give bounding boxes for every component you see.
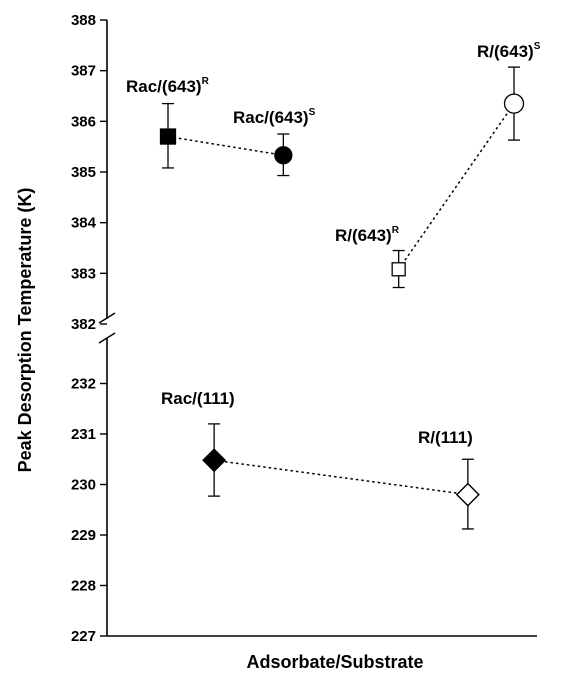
point-label-r-643s: R/(643)S: [477, 41, 541, 61]
marker-diamond: [202, 448, 227, 473]
marker-square: [159, 128, 177, 145]
point-label-r-111: R/(111): [418, 428, 473, 447]
data-point-r-643s: [503, 66, 525, 141]
data-point-r-111: [455, 458, 480, 530]
y-tick-label: 230: [71, 477, 96, 494]
point-label-rac-643r: Rac/(643)R: [126, 76, 210, 96]
connector-line: [214, 459, 468, 496]
y-tick-label: 228: [71, 578, 96, 595]
marker-circle: [274, 146, 293, 165]
y-axis-title: Peak Desorption Temperature (K): [15, 188, 35, 473]
axes: 382 383 384 385 386 387 388 227 228 229 230 231 232: [71, 12, 537, 645]
y-tick-label: 388: [71, 12, 96, 29]
point-label-rac-643s: Rac/(643)S: [233, 107, 316, 127]
marker-diamond: [455, 482, 480, 507]
x-axis-title: Adsorbate/Substrate: [246, 652, 423, 672]
point-label-r-643r: R/(643)R: [335, 225, 400, 245]
axis-break-mark: [98, 332, 116, 344]
data-point-r-643r: [391, 249, 406, 289]
y-tick-label: 231: [71, 426, 96, 443]
y-tick-label: 386: [71, 113, 96, 130]
y-tick-label: 383: [71, 265, 96, 282]
connector-line: [398, 103, 515, 270]
y-tick-label: 387: [71, 63, 96, 80]
y-tick-label: 227: [71, 628, 96, 645]
points: [159, 66, 525, 530]
axis-break-mark: [98, 312, 116, 324]
point-labels: Rac/(643)R Rac/(643)S R/(643)R R/(643)S Rac/…: [126, 41, 541, 447]
data-point-rac-111: [202, 423, 227, 497]
data-point-rac-643s: [274, 133, 293, 177]
connectors: [167, 103, 515, 496]
point-label-rac-111: Rac/(111): [161, 389, 235, 408]
marker-square: [391, 262, 406, 277]
y-tick-label: 229: [71, 527, 96, 544]
connector-line: [167, 135, 284, 157]
y-tick-label: 384: [71, 215, 97, 232]
marker-circle: [503, 93, 525, 114]
data-point-rac-643r: [159, 102, 177, 169]
y-tick-label: 232: [71, 376, 96, 393]
y-tick-label: 385: [71, 164, 96, 181]
y-tick-label: 382: [71, 316, 96, 333]
